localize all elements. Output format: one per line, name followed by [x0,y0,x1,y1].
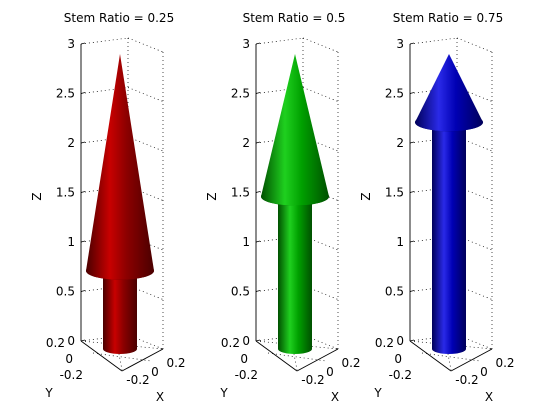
z-tick-label: 1 [67,235,75,249]
z-tick-labels: 0 0.5 1 1.5 2 2.5 3 [231,37,261,348]
arrow-surface [261,54,329,354]
z-tick-label: 2 [396,136,404,150]
z-tick-label: 0 [396,334,404,348]
z-axis-label: Z [359,192,373,200]
z-tick-label: 1.5 [231,186,250,200]
x-tick-label: 0.2 [166,356,185,370]
y-tick-label: 0.2 [221,336,240,350]
z-tick-labels: 0 0.5 1 1.5 2 2.5 3 [56,37,86,348]
z-tick-label: 3 [67,37,75,51]
y-axis-label: Y [373,386,382,400]
z-tick-label: 2.5 [231,87,250,101]
z-tick-label: 1.5 [56,186,75,200]
z-tick-label: 1.5 [385,186,404,200]
y-tick-labels: 0.20 -0.2 [46,336,83,382]
panel-title: Stem Ratio = 0.5 [243,11,346,25]
y-tick-label: -0.2 [389,368,412,382]
arrow-head [415,54,483,132]
z-tick-label: 0.5 [56,285,75,299]
y-tick-label: -0.2 [60,368,83,382]
z-tick-label: 3 [396,37,404,51]
x-tick-label: 0 [326,365,334,379]
y-tick-label: 0.2 [375,336,394,350]
z-axis-label: Z [205,192,219,200]
x-tick-label: 0.2 [495,356,514,370]
x-axis-label: X [485,390,493,404]
z-tick-label: 0 [242,334,250,348]
z-tick-label: 2 [242,136,250,150]
panel-3: Stem Ratio = 0.7500.511.522.53Z0.20-0.2Y… [359,11,515,404]
z-axis-label: Z [30,192,44,200]
x-tick-label: 0 [480,365,488,379]
x-tick-label: 0 [151,365,159,379]
y-axis-label: Y [219,386,228,400]
x-tick-label: 0.2 [341,356,360,370]
x-tick-label: -0.2 [455,373,478,387]
arrow-head [86,54,154,280]
arrow-surface [86,54,154,354]
x-tick-labels: -0.20 0.2 [126,356,185,387]
arrow-stem [278,196,312,354]
x-axis-label: X [156,390,164,404]
z-tick-label: 1 [242,235,250,249]
y-tick-label: 0.2 [46,336,65,350]
z-tick-label: 2.5 [56,87,75,101]
y-tick-label: 0 [394,352,402,366]
z-tick-label: 1 [396,235,404,249]
y-tick-label: 0 [65,352,73,366]
x-tick-labels: -0.20 0.2 [455,356,514,387]
y-tick-label: 0 [240,352,248,366]
x-tick-label: -0.2 [126,373,149,387]
z-tick-label: 0 [67,334,75,348]
z-tick-label: 0.5 [385,285,404,299]
y-tick-labels: 0.20 -0.2 [221,336,258,382]
z-tick-label: 3 [242,37,250,51]
panel-2: Stem Ratio = 0.500.511.522.53Z0.20-0.2Y-… [205,11,361,404]
y-axis-label: Y [44,386,53,400]
panel-title: Stem Ratio = 0.75 [393,11,503,25]
arrow-stem [103,270,137,354]
panel-1: Stem Ratio = 0.2500.511.522.53Z0.20-0.2Y… [30,11,186,404]
arrow-surface [415,54,483,354]
z-tick-label: 2.5 [385,87,404,101]
y-tick-labels: 0.20 -0.2 [375,336,412,382]
arrow-head [261,54,329,206]
y-tick-label: -0.2 [235,368,258,382]
z-tick-labels: 0 0.5 1 1.5 2 2.5 3 [385,37,415,348]
arrow-stem [432,122,466,354]
x-tick-label: -0.2 [301,373,324,387]
x-tick-labels: -0.20 0.2 [301,356,360,387]
panel-title: Stem Ratio = 0.25 [64,11,174,25]
z-tick-label: 2 [67,136,75,150]
x-axis-label: X [331,390,339,404]
z-tick-label: 0.5 [231,285,250,299]
